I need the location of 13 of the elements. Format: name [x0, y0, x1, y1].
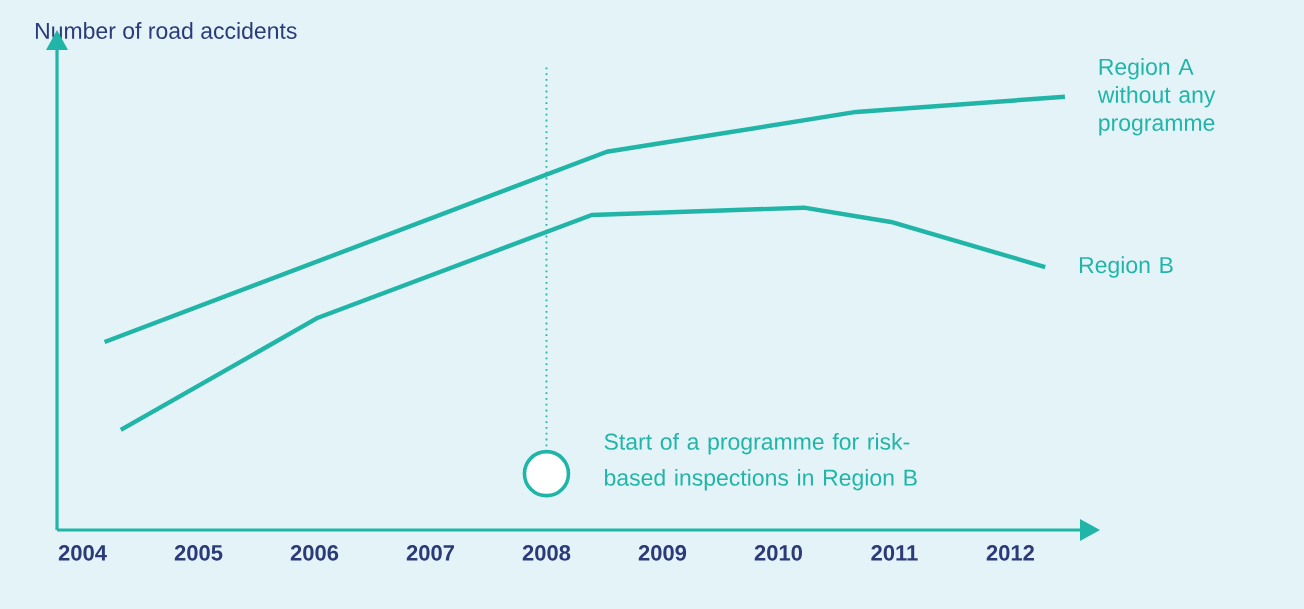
y-axis-title: Number of road accidents	[35, 22, 297, 39]
x-tick-label: 2010	[754, 545, 802, 561]
series-label: Region B	[1079, 256, 1173, 278]
x-tick-label: 2006	[290, 545, 339, 561]
x-tick-label: 2012	[986, 545, 1034, 561]
x-tick-label: 2005	[174, 545, 223, 561]
x-tick-label: 2011	[871, 545, 918, 561]
x-tick-label: 2004	[58, 545, 107, 561]
x-tick-label: 2009	[638, 545, 687, 561]
series-label: Region A without any programme	[1097, 58, 1216, 136]
x-tick-label: 2008	[522, 545, 571, 561]
x-tick-label: 2007	[406, 545, 454, 561]
ref-line-label: Start of a programme for risk-based inspections in Region B	[604, 432, 917, 491]
